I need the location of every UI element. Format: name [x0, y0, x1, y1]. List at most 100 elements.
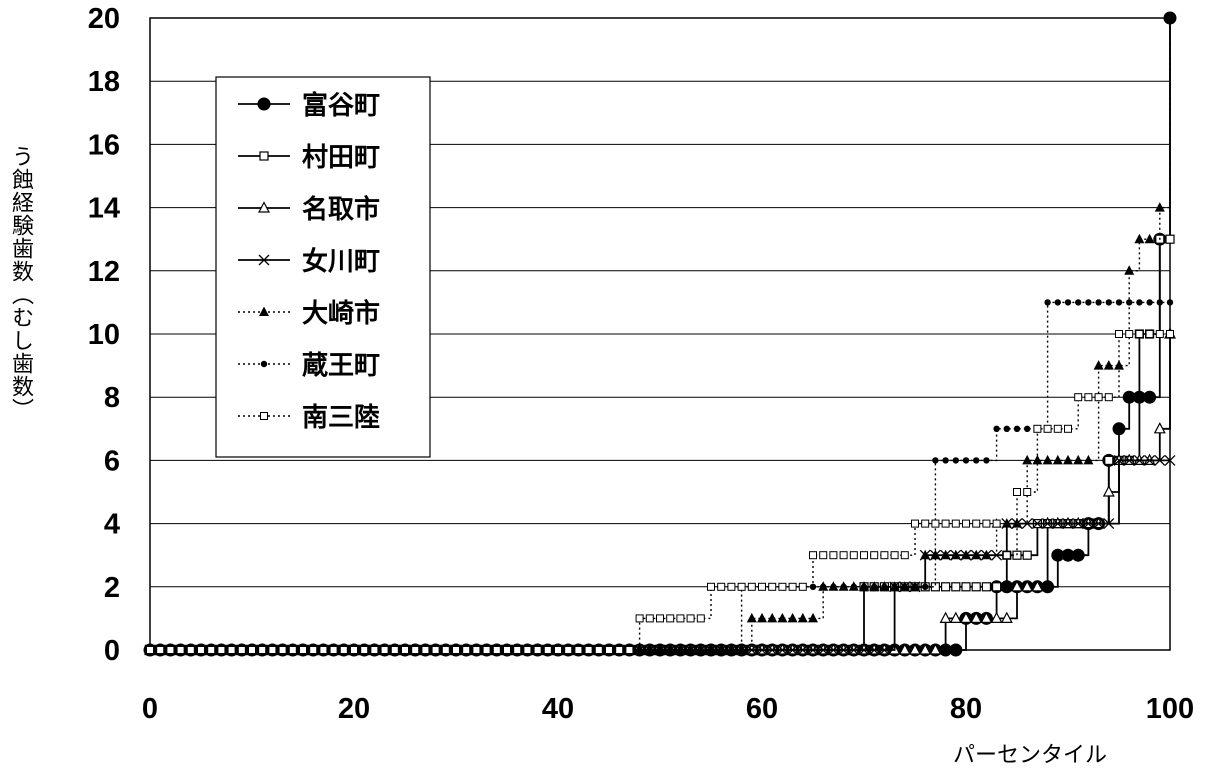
data-point [329, 646, 338, 654]
data-point [961, 549, 971, 560]
legend-marker [259, 306, 269, 316]
data-point [890, 551, 899, 560]
data-point [1064, 299, 1072, 306]
legend-label: 名取市 [302, 194, 380, 225]
data-point [1144, 454, 1156, 466]
data-point [1023, 425, 1031, 432]
data-point [554, 646, 562, 654]
data-point [666, 614, 675, 623]
data-point [1021, 580, 1034, 592]
data-point [1072, 518, 1084, 530]
data-point [1145, 330, 1154, 338]
legend-entry: 蔵王町 [238, 351, 380, 381]
data-point [1061, 548, 1075, 562]
data-point [564, 646, 573, 654]
data-point [1134, 233, 1145, 244]
data-point [778, 582, 787, 591]
data-point [878, 644, 890, 656]
data-point [482, 646, 491, 654]
data-point [1054, 299, 1062, 306]
data-point [980, 611, 993, 624]
data-point [829, 551, 838, 560]
y-axis-title: う蝕経験歯数（むし歯数） [8, 145, 33, 421]
data-point [766, 644, 778, 656]
data-point [776, 644, 788, 656]
legend-entry: 女川町 [238, 246, 380, 277]
data-point [839, 551, 848, 560]
x-tick-label: 80 [950, 693, 982, 725]
data-point [1000, 611, 1013, 624]
data-point [1012, 518, 1022, 528]
data-point [258, 646, 267, 654]
data-point [747, 582, 756, 591]
series-7 [146, 330, 1174, 654]
tick-labels: 0 2 4 6 8 10 12 14 16 18 20 0 20 40 60 80 100 [88, 3, 1194, 725]
data-point [1166, 299, 1174, 306]
data-point [860, 583, 868, 590]
data-point [797, 644, 809, 656]
data-point [949, 611, 962, 624]
data-point [176, 646, 185, 654]
data-point [503, 646, 511, 654]
data-point [982, 519, 991, 528]
data-point [1022, 550, 1032, 560]
data-point [299, 646, 307, 654]
data-point [676, 614, 685, 623]
data-point [849, 551, 858, 560]
data-point [820, 583, 827, 590]
data-point [798, 582, 807, 591]
data-point [1133, 454, 1145, 466]
data-point [401, 646, 409, 654]
data-point [797, 612, 808, 623]
data-point [1085, 299, 1092, 306]
data-point [1102, 485, 1115, 497]
data-point [492, 646, 501, 654]
data-point [736, 644, 747, 654]
data-point [817, 644, 829, 656]
data-point [1093, 518, 1105, 530]
y-tick-label: 16 [88, 129, 120, 161]
data-point [1104, 393, 1113, 402]
data-point [605, 646, 613, 654]
data-point [687, 646, 694, 654]
data-point [615, 646, 624, 654]
legend-label: 村田町 [302, 143, 380, 173]
data-point [728, 646, 735, 654]
data-point [939, 611, 952, 624]
data-point [1011, 580, 1023, 592]
legend-marker [258, 254, 270, 266]
y-tick-label: 8 [104, 382, 120, 414]
data-point [360, 646, 369, 654]
data-point [1094, 393, 1103, 402]
x-tick-label: 100 [1146, 693, 1194, 725]
data-point [787, 644, 799, 656]
legend-marker [260, 360, 268, 368]
x-tick-label: 20 [338, 693, 370, 725]
data-point [1064, 424, 1072, 433]
data-point [217, 646, 226, 654]
data-point [942, 457, 949, 464]
data-point [962, 457, 970, 464]
data-point [930, 582, 941, 592]
data-point [1044, 299, 1051, 306]
data-point [1084, 393, 1093, 402]
data-point [1115, 299, 1123, 306]
data-point [962, 519, 970, 528]
data-point [411, 646, 420, 654]
data-point [809, 551, 817, 560]
data-point [237, 646, 246, 654]
data-point [911, 519, 919, 528]
data-point [870, 551, 879, 560]
data-point [990, 611, 1003, 624]
y-tick-label: 12 [88, 256, 120, 288]
data-point [737, 582, 746, 591]
data-point [1052, 518, 1064, 530]
data-point [1033, 424, 1042, 433]
data-point [1136, 299, 1143, 306]
data-point [1022, 454, 1033, 465]
data-point [718, 646, 725, 654]
data-point [992, 519, 1001, 528]
data-point [350, 646, 358, 654]
data-point [891, 583, 898, 590]
